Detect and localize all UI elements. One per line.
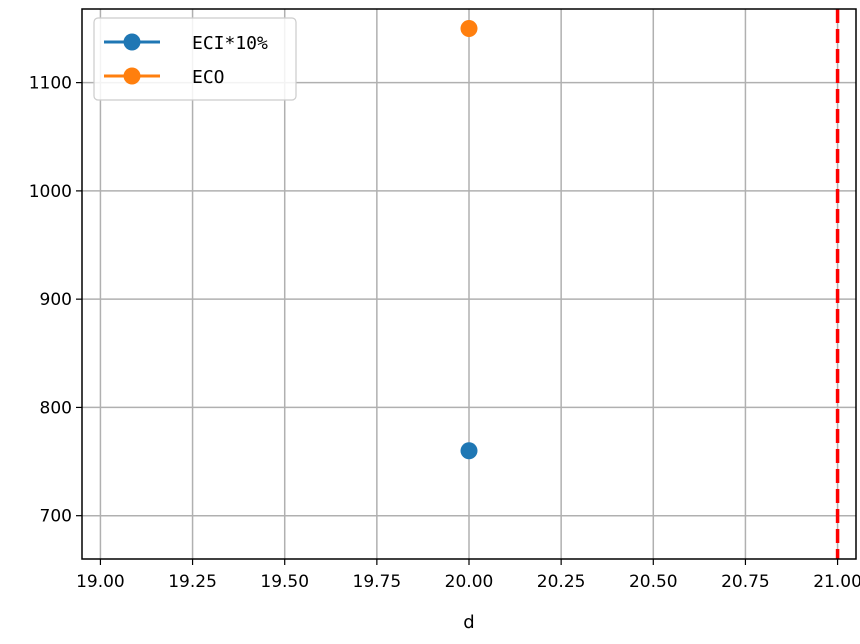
x-tick-label: 20.00: [445, 572, 494, 592]
legend-box: [93, 17, 297, 101]
x-tick-label: 20.75: [721, 572, 770, 592]
legend-label: ECI*10%: [192, 33, 268, 54]
x-tick-label: 19.25: [168, 572, 217, 592]
data-points: [460, 19, 478, 460]
y-tick-label: 800: [40, 398, 72, 418]
y-tick-label: 1100: [29, 74, 72, 94]
legend: ECI*10% ECO: [93, 17, 297, 101]
x-tick-label: 19.75: [353, 572, 402, 592]
x-tick-label: 19.00: [76, 572, 125, 592]
x-tick-label: 20.50: [629, 572, 678, 592]
legend-label: ECO: [192, 67, 225, 88]
y-tick-label: 1000: [29, 182, 72, 202]
y-tick-label: 900: [40, 290, 72, 310]
data-point: [460, 19, 478, 37]
data-point: [460, 442, 478, 460]
x-tick-label: 20.25: [537, 572, 586, 592]
x-axis-ticks: 19.00 19.25 19.50 19.75 20.00 20.25 20.50 20.75…: [76, 559, 860, 592]
x-tick-label: 19.50: [260, 572, 309, 592]
legend-marker: [123, 33, 141, 51]
y-axis-ticks: 700 800 900 1000 1100: [29, 74, 82, 527]
y-tick-label: 700: [40, 507, 72, 527]
x-tick-label: 21.00: [813, 572, 860, 592]
x-axis-label: d: [463, 612, 474, 633]
grid: [82, 9, 856, 559]
legend-marker: [123, 67, 141, 85]
